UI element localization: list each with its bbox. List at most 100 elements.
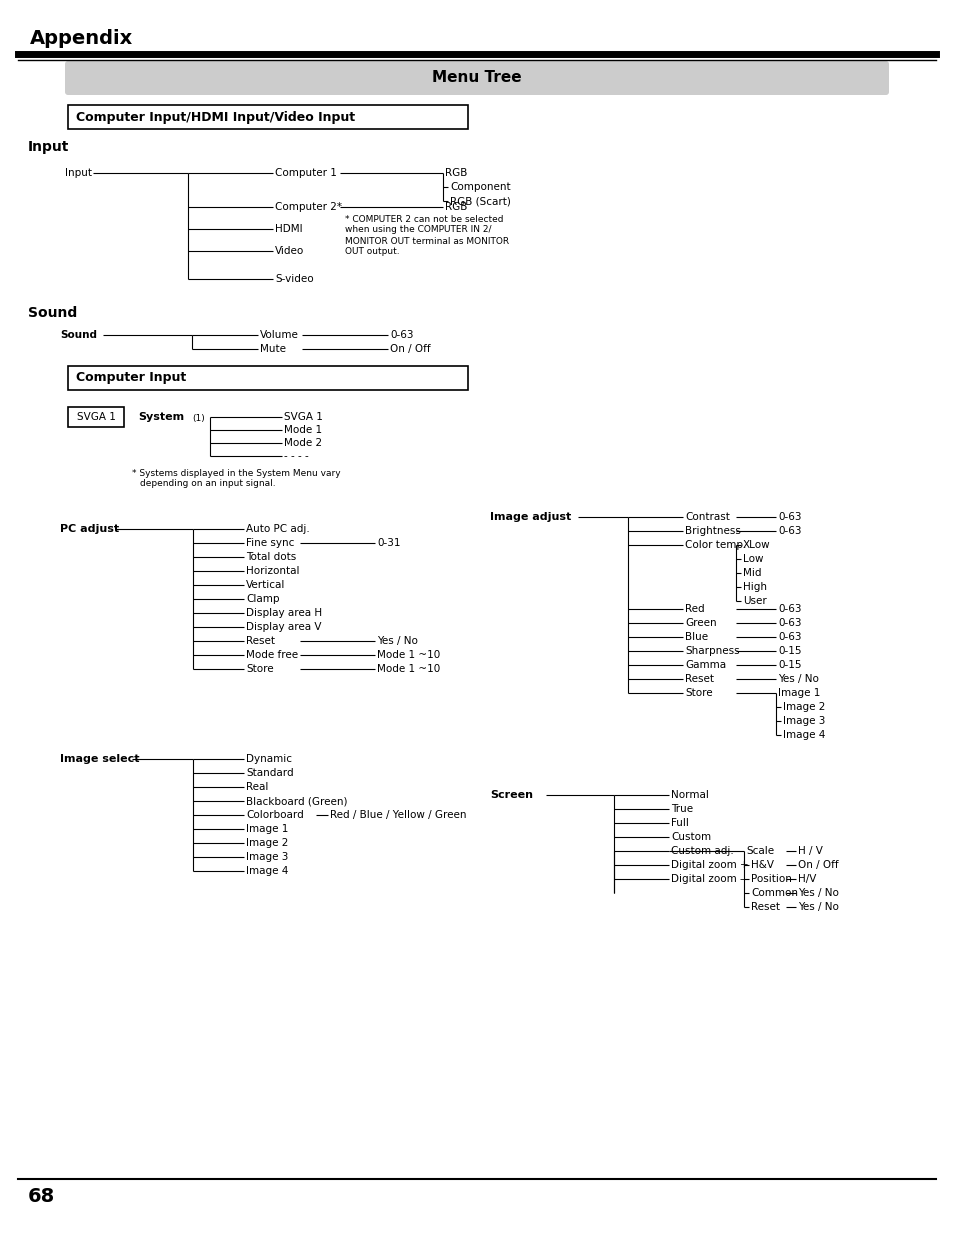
Text: Gamma: Gamma — [684, 659, 725, 671]
Text: Image 3: Image 3 — [246, 852, 288, 862]
Text: XLow: XLow — [742, 540, 770, 550]
Text: Digital zoom +: Digital zoom + — [670, 860, 748, 869]
Text: Mode free: Mode free — [246, 650, 297, 659]
Text: RGB: RGB — [444, 168, 467, 178]
Text: S-video: S-video — [274, 274, 314, 284]
Text: (1): (1) — [192, 414, 205, 422]
Text: On / Off: On / Off — [797, 860, 838, 869]
Text: Reset: Reset — [750, 902, 780, 911]
Text: User: User — [742, 597, 766, 606]
Text: Standard: Standard — [246, 768, 294, 778]
Text: Mode 1: Mode 1 — [284, 425, 322, 435]
Text: Mode 1 ~10: Mode 1 ~10 — [376, 664, 439, 674]
Text: Sound: Sound — [60, 330, 97, 340]
Text: * COMPUTER 2 can not be selected: * COMPUTER 2 can not be selected — [345, 215, 503, 224]
Text: PC adjust: PC adjust — [60, 524, 119, 534]
Text: Image 1: Image 1 — [246, 824, 288, 834]
Text: Display area H: Display area H — [246, 608, 322, 618]
Text: Computer 1: Computer 1 — [274, 168, 336, 178]
Text: Blackboard (Green): Blackboard (Green) — [246, 797, 347, 806]
Text: Mode 1 ~10: Mode 1 ~10 — [376, 650, 439, 659]
Text: Common: Common — [750, 888, 797, 898]
Text: Yes / No: Yes / No — [778, 674, 818, 684]
Text: Horizontal: Horizontal — [246, 566, 299, 576]
Text: Red / Blue / Yellow / Green: Red / Blue / Yellow / Green — [330, 810, 466, 820]
Text: Custom adj.: Custom adj. — [670, 846, 733, 856]
Text: Component: Component — [450, 182, 510, 191]
Text: Fine sync: Fine sync — [246, 538, 294, 548]
Text: Image 1: Image 1 — [778, 688, 820, 698]
Text: Screen: Screen — [490, 790, 533, 800]
Text: Image 3: Image 3 — [782, 716, 824, 726]
Bar — [68, 408, 124, 427]
Bar — [68, 366, 468, 390]
Text: Menu Tree: Menu Tree — [432, 70, 521, 85]
Text: 0-15: 0-15 — [778, 646, 801, 656]
FancyBboxPatch shape — [65, 61, 888, 95]
Text: Computer Input: Computer Input — [76, 372, 186, 384]
Text: H / V: H / V — [797, 846, 822, 856]
Text: Sound: Sound — [28, 306, 77, 320]
Text: Display area V: Display area V — [246, 622, 321, 632]
Text: Real: Real — [246, 782, 268, 792]
Text: MONITOR OUT terminal as MONITOR: MONITOR OUT terminal as MONITOR — [345, 236, 509, 246]
Text: RGB (Scart): RGB (Scart) — [450, 196, 511, 206]
Text: * Systems displayed in the System Menu vary: * Systems displayed in the System Menu v… — [132, 468, 340, 478]
Text: Yes / No: Yes / No — [797, 902, 838, 911]
Text: Blue: Blue — [684, 632, 707, 642]
Text: HDMI: HDMI — [274, 224, 302, 233]
Text: Computer 2*: Computer 2* — [274, 203, 341, 212]
Text: when using the COMPUTER IN 2/: when using the COMPUTER IN 2/ — [345, 226, 491, 235]
Text: Green: Green — [684, 618, 716, 629]
Text: Image 2: Image 2 — [246, 839, 288, 848]
Text: Sharpness: Sharpness — [684, 646, 739, 656]
Text: depending on an input signal.: depending on an input signal. — [140, 479, 275, 489]
Text: Reset: Reset — [246, 636, 274, 646]
Text: Vertical: Vertical — [246, 580, 285, 590]
Text: Scale: Scale — [745, 846, 773, 856]
Text: OUT output.: OUT output. — [345, 247, 399, 257]
Text: Mode 2: Mode 2 — [284, 438, 322, 448]
Text: Position: Position — [750, 874, 791, 884]
Text: 0-63: 0-63 — [778, 632, 801, 642]
Text: SVGA 1: SVGA 1 — [284, 412, 322, 422]
Text: 0-31: 0-31 — [376, 538, 400, 548]
Text: - - - -: - - - - — [284, 451, 309, 461]
Text: True: True — [670, 804, 693, 814]
Text: Auto PC adj.: Auto PC adj. — [246, 524, 310, 534]
Text: Red: Red — [684, 604, 704, 614]
Text: Appendix: Appendix — [30, 28, 133, 47]
Text: Yes / No: Yes / No — [797, 888, 838, 898]
Text: Mute: Mute — [260, 345, 286, 354]
Text: Normal: Normal — [670, 790, 708, 800]
Text: Image 4: Image 4 — [782, 730, 824, 740]
Text: Full: Full — [670, 818, 688, 827]
Text: Image adjust: Image adjust — [490, 513, 571, 522]
Text: 0-63: 0-63 — [390, 330, 413, 340]
Text: Color temp.: Color temp. — [684, 540, 745, 550]
Text: Reset: Reset — [684, 674, 713, 684]
Text: 0-63: 0-63 — [778, 604, 801, 614]
Text: H/V: H/V — [797, 874, 816, 884]
Text: Colorboard: Colorboard — [246, 810, 303, 820]
Text: Image 2: Image 2 — [782, 701, 824, 713]
Text: Low: Low — [742, 555, 762, 564]
Text: Input: Input — [65, 168, 91, 178]
Text: Custom: Custom — [670, 832, 710, 842]
Text: Image select: Image select — [60, 755, 139, 764]
Text: RGB: RGB — [444, 203, 467, 212]
Text: H&V: H&V — [750, 860, 773, 869]
Text: Clamp: Clamp — [246, 594, 279, 604]
Text: Digital zoom –: Digital zoom – — [670, 874, 744, 884]
Text: 0-63: 0-63 — [778, 513, 801, 522]
Text: On / Off: On / Off — [390, 345, 430, 354]
Text: 0-63: 0-63 — [778, 618, 801, 629]
Text: Brightness: Brightness — [684, 526, 740, 536]
Text: 0-15: 0-15 — [778, 659, 801, 671]
Text: SVGA 1: SVGA 1 — [76, 412, 115, 422]
Text: Input: Input — [28, 140, 70, 154]
Text: Video: Video — [274, 246, 304, 256]
Text: High: High — [742, 582, 766, 592]
Text: 0-63: 0-63 — [778, 526, 801, 536]
Text: Yes / No: Yes / No — [376, 636, 417, 646]
